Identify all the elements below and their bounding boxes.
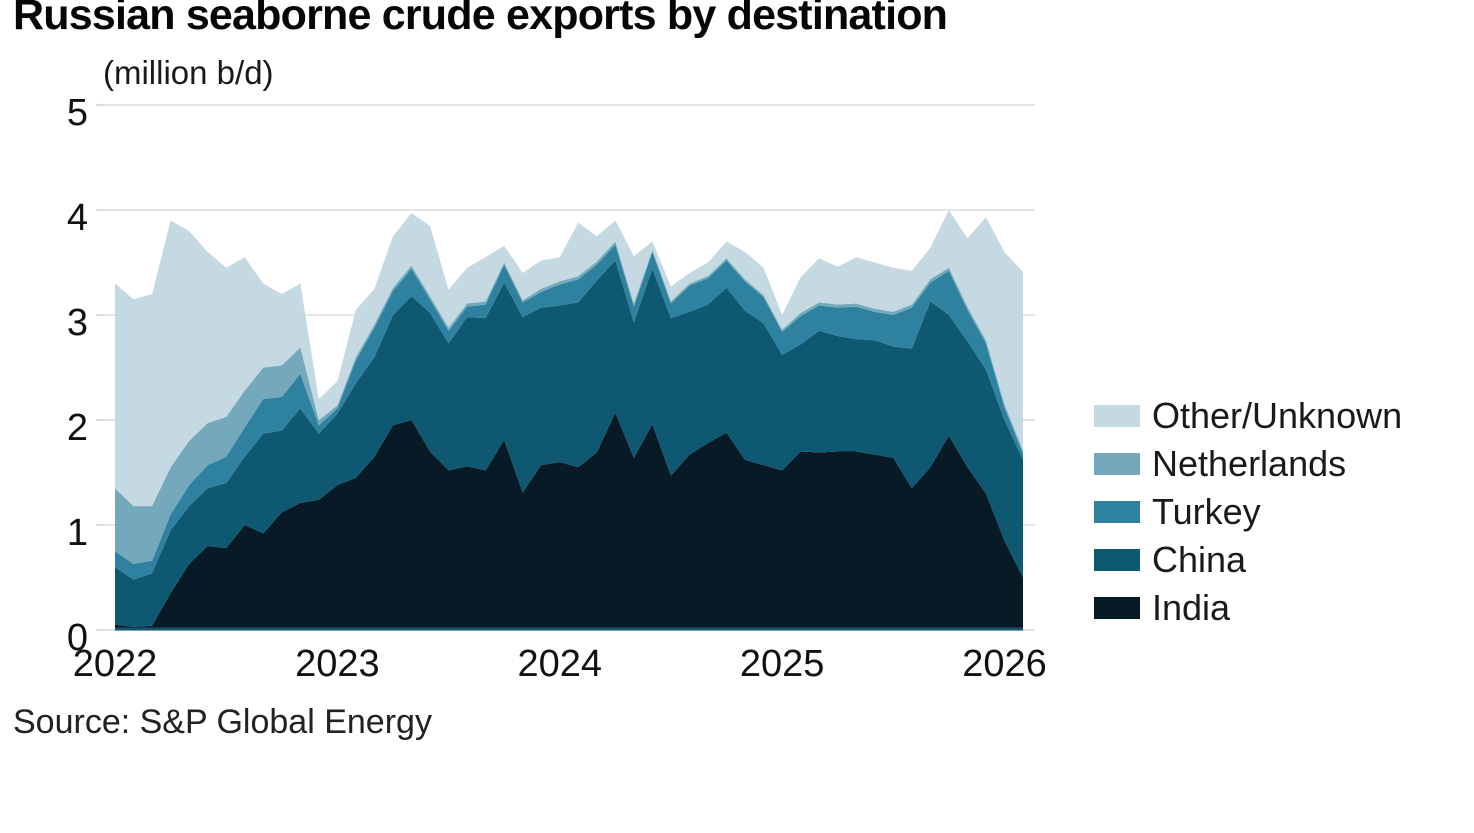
- y-tick-label-5: 5: [67, 92, 88, 134]
- x-tick-label-2026: 2026: [962, 643, 1047, 685]
- legend-swatch-other-unknown: [1094, 405, 1140, 427]
- legend-item-netherlands: Netherlands: [1094, 440, 1402, 488]
- legend-label-netherlands: Netherlands: [1152, 443, 1347, 484]
- y-tick-label-0: 0: [67, 617, 88, 659]
- y-tick-label-4: 4: [67, 197, 88, 239]
- stacked-areas: [115, 210, 1023, 630]
- legend-label-turkey: Turkey: [1152, 491, 1261, 532]
- x-tick-label-2022: 2022: [73, 643, 158, 685]
- y-axis-units-label: (million b/d): [103, 54, 274, 91]
- legend-swatch-netherlands: [1094, 453, 1140, 475]
- legend-item-china: China: [1094, 536, 1402, 584]
- legend-item-other-unknown: Other/Unknown: [1094, 392, 1402, 440]
- area-china: [115, 260, 1023, 627]
- x-tick-label-2025: 2025: [740, 643, 825, 685]
- legend-item-turkey: Turkey: [1094, 488, 1402, 536]
- area-india: [115, 412, 1023, 630]
- legend-label-india: India: [1152, 587, 1231, 628]
- y-tick-label-2: 2: [67, 407, 88, 449]
- legend-item-india: India: [1094, 584, 1402, 632]
- legend-label-other-unknown: Other/Unknown: [1152, 395, 1403, 436]
- area-turkey: [115, 244, 1023, 580]
- legend-swatch-china: [1094, 549, 1140, 571]
- legend-swatch-india: [1094, 597, 1140, 619]
- x-axis-tick-labels: 2022 2023 2024 2025 2026: [73, 643, 1047, 685]
- area-other-unknown: [115, 210, 1023, 507]
- y-tick-label-1: 1: [67, 512, 88, 554]
- y-tick-label-3: 3: [67, 302, 88, 344]
- page-title: Russian seaborne crude exports by destin…: [13, 0, 948, 39]
- source-note: Source: S&P Global Energy: [13, 703, 432, 741]
- y-axis-tick-labels: 0 1 2 3 4 5: [67, 92, 88, 659]
- x-tick-label-2024: 2024: [517, 643, 602, 685]
- legend-label-china: China: [1152, 539, 1247, 580]
- legend-swatch-turkey: [1094, 501, 1140, 523]
- x-tick-label-2023: 2023: [295, 643, 380, 685]
- legend: Other/Unknown Netherlands Turkey China I…: [1094, 392, 1402, 632]
